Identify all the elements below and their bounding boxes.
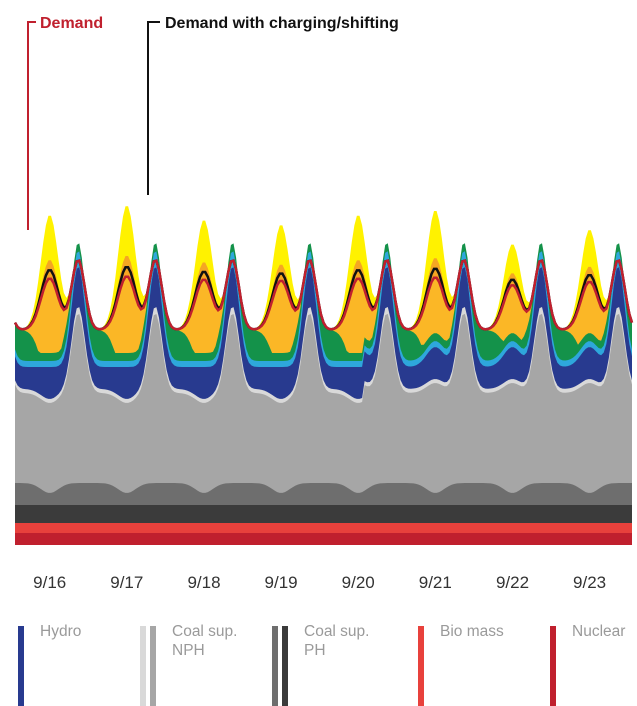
legend-swatch (140, 626, 146, 706)
annotations: Demand Demand with charging/shifting (27, 15, 399, 230)
x-tick-label: 9/17 (110, 573, 143, 592)
x-tick-label: 9/18 (187, 573, 220, 592)
legend-swatch (550, 626, 556, 706)
legend-swatch (18, 626, 24, 706)
legend-item: Bio mass (418, 622, 528, 706)
stacked-area-chart: Demand Demand with charging/shifting 9/1… (13, 15, 634, 592)
demand-shifted-annotation-leader (147, 21, 160, 195)
legend-label: Coal sup. PH (304, 623, 370, 659)
x-tick-label: 9/20 (342, 573, 375, 592)
legend-item: Coal sup. NPH (140, 622, 250, 706)
legend-label: Bio mass (440, 623, 504, 640)
legend-item: Hydro (18, 622, 128, 706)
x-tick-label: 9/21 (419, 573, 452, 592)
x-tick-label: 9/19 (265, 573, 298, 592)
legend: Hydro Coal sup. NPH Coal sup. PH Bio mass Nu… (0, 622, 637, 706)
legend-label: Hydro (40, 623, 82, 640)
area-layer-0 (15, 533, 632, 545)
legend-swatch (272, 626, 278, 706)
demand-line (13, 259, 634, 331)
demand-shifted-annotation: Demand with charging/shifting (165, 15, 399, 32)
x-tick-label: 9/23 (573, 573, 606, 592)
x-axis-ticks: 9/16 9/17 9/18 9/19 9/20 9/21 9/22 9/23 (33, 573, 606, 592)
legend-swatch (282, 626, 288, 706)
legend-label: Nuclear (572, 623, 626, 640)
area-layers (15, 206, 632, 546)
demand-annotation: Demand (40, 15, 103, 32)
legend-swatch (418, 626, 424, 706)
demand-lines (13, 259, 634, 331)
legend-swatch (150, 626, 156, 706)
x-tick-label: 9/16 (33, 573, 66, 592)
legend-item: Coal sup. PH (272, 622, 382, 706)
demand-annotation-leader (27, 21, 36, 230)
x-tick-label: 9/22 (496, 573, 529, 592)
legend-label: Coal sup. NPH (172, 623, 238, 659)
legend-item: Nuclear (550, 622, 637, 706)
